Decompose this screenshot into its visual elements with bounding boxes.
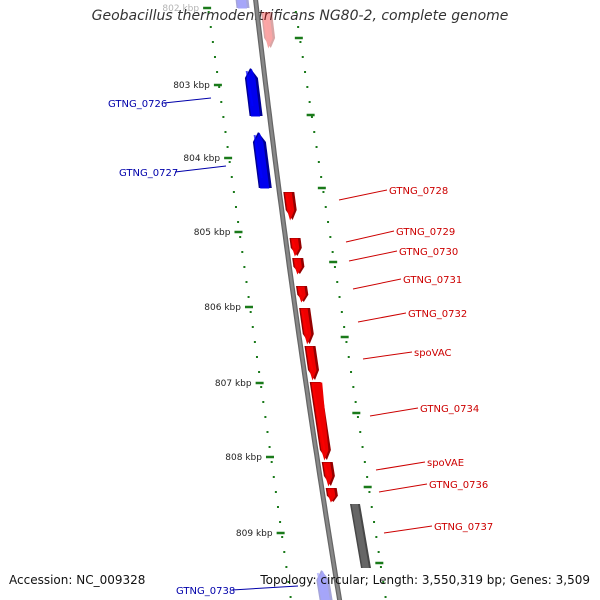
genome-map: 802 kbp 803 kbp 804 kbp 805 kbp 806 kbp 807 k… [0, 0, 600, 600]
gene-label-text: GTNG_0730 [399, 247, 458, 258]
leader-line [370, 408, 418, 416]
gene-label-spovac: spoVAC [363, 348, 452, 359]
leader-line [353, 279, 401, 289]
genome-backbone [255, 0, 340, 600]
gene-label-text: spoVAE [427, 458, 464, 469]
gene-label-gtng-0726: GTNG_0726 [108, 98, 211, 110]
tick-label: 804 kbp [183, 154, 220, 164]
gene-label-text: GTNG_0732 [408, 309, 467, 320]
gene-label-text: GTNG_0727 [119, 168, 178, 179]
gene-label-gtng-0731: GTNG_0731 [353, 275, 462, 289]
gene-arrow-gtng-0736 [326, 488, 338, 503]
gene-label-text: GTNG_0738 [176, 586, 235, 597]
gene-label-text: GTNG_0729 [396, 227, 455, 238]
gene-arrow-gtng-0737 [350, 504, 371, 568]
genome-map-view: Geobacillus thermodenitrificans NG80-2, … [0, 0, 600, 600]
gene-arrow-gtng-0729 [290, 238, 302, 257]
backbone-line [255, 0, 340, 600]
leader-line [349, 251, 397, 261]
tick-label: 808 kbp [225, 453, 262, 463]
gene-label-text: spoVAC [414, 348, 452, 359]
leader-line [358, 313, 406, 322]
genome-summary-text: Topology: circular; Length: 3,550,319 bp… [260, 573, 590, 587]
gene-label-text: GTNG_0728 [389, 186, 448, 197]
gene-arrow-gtng-0727 [253, 132, 272, 189]
gene-label-gtng-0732: GTNG_0732 [358, 309, 467, 322]
gene-label-gtng-0730: GTNG_0730 [349, 247, 458, 261]
tick-label: 807 kbp [215, 379, 252, 389]
gene-label-gtng-0737: GTNG_0737 [384, 522, 493, 533]
tick-label: 809 kbp [236, 529, 273, 539]
gene-label-spovae: spoVAE [376, 458, 464, 470]
gene-arrow-gtng-0731 [296, 286, 308, 303]
gene-label-text: GTNG_0736 [429, 480, 488, 491]
leader-line [363, 352, 412, 359]
gene-arrow-partial [235, 0, 249, 9]
gene-label-gtng-0729: GTNG_0729 [346, 227, 455, 242]
gene-label-text: GTNG_0726 [108, 99, 167, 110]
gene-label-text: GTNG_0731 [403, 275, 462, 286]
gene-arrow-gtng-0730 [292, 258, 304, 275]
gene-face [237, 0, 247, 9]
leader-line [164, 98, 211, 103]
leader-line [346, 231, 394, 242]
gene-arrow-gtng-0726 [245, 68, 263, 117]
leader-line [175, 166, 226, 172]
gene-features [235, 0, 371, 600]
accession-text: Accession: NC_009328 [9, 573, 145, 587]
gene-label-text: GTNG_0737 [434, 522, 493, 533]
gene-label-gtng-0736: GTNG_0736 [379, 480, 488, 492]
gene-label-gtng-0734: GTNG_0734 [370, 404, 479, 416]
gene-label-gtng-0738: GTNG_0738 [176, 586, 298, 597]
tick-label: 803 kbp [173, 81, 210, 91]
leader-line [379, 484, 427, 492]
gene-arrow-gtng-0728 [283, 192, 296, 221]
gene-arrow-spovae [322, 462, 335, 487]
gene-label-text: GTNG_0734 [420, 404, 479, 415]
tick-label: 802 kbp [162, 4, 199, 14]
tick-label: 805 kbp [194, 228, 231, 238]
leader-line [339, 190, 387, 200]
gene-label-gtng-0728: GTNG_0728 [339, 186, 448, 200]
gene-label-gtng-0727: GTNG_0727 [119, 166, 226, 179]
leader-line [384, 526, 432, 533]
tick-label: 806 kbp [204, 303, 241, 313]
leader-line [376, 462, 425, 470]
